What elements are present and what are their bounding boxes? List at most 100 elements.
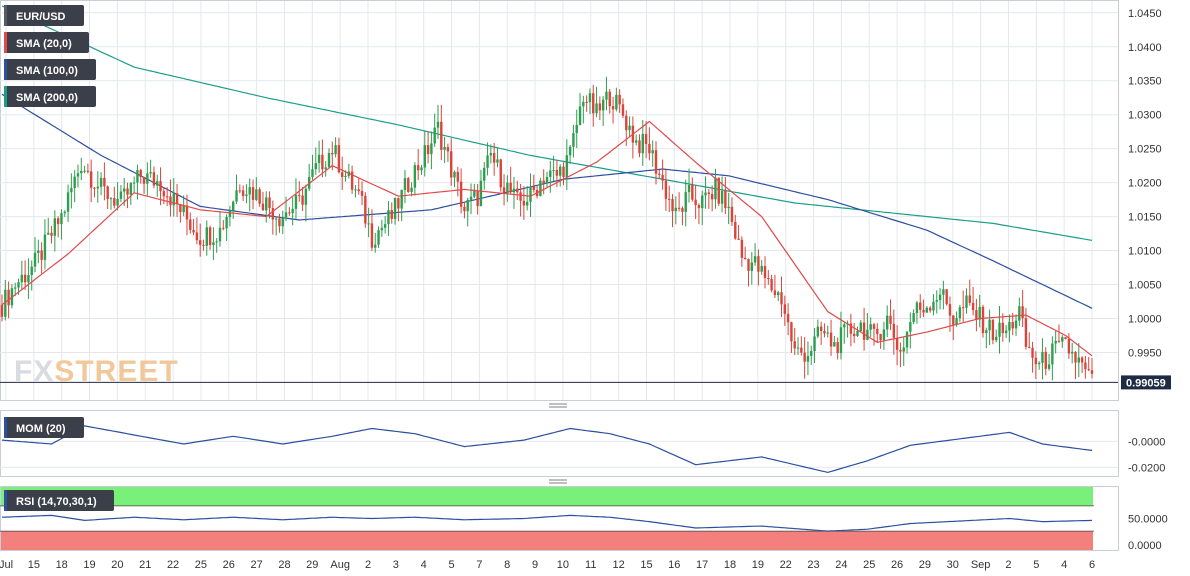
time-tick-label: 4 (1061, 559, 1067, 571)
candle (684, 179, 687, 227)
candle (767, 270, 770, 285)
candle (995, 329, 998, 343)
legend-sma-20[interactable]: SMA (20,0) (4, 32, 89, 53)
candle (113, 186, 116, 209)
last-price-label: 0.99059 (1121, 375, 1171, 390)
candle (615, 87, 618, 112)
candle (60, 209, 63, 240)
price-tick-label: 0.9950 (1128, 347, 1162, 359)
price-panel (0, 0, 1119, 401)
candle (704, 176, 707, 209)
svg-text:SMA (100,0): SMA (100,0) (16, 65, 78, 77)
time-tick-label: Jul (0, 559, 13, 571)
candle (152, 166, 156, 189)
candle (321, 139, 324, 178)
price-tick-label: 1.0200 (1128, 178, 1162, 190)
candle (291, 197, 294, 226)
candle (1084, 355, 1087, 379)
candle (179, 203, 182, 223)
candle (1021, 290, 1024, 328)
panel-splitter-1[interactable] (549, 403, 567, 408)
candle (734, 214, 737, 240)
candle (50, 226, 53, 244)
candle (952, 314, 955, 341)
candle (869, 317, 872, 337)
candle (710, 185, 714, 212)
candle (377, 226, 380, 248)
candle (912, 309, 915, 325)
candle (998, 305, 1001, 354)
candle (687, 168, 691, 203)
candle (129, 182, 133, 205)
candle (423, 130, 426, 177)
time-tick-label: Aug (330, 559, 350, 571)
candle (585, 95, 588, 112)
fxstreet-watermark: FXSTREET (14, 355, 179, 388)
candle (255, 177, 258, 201)
candle (1090, 358, 1094, 379)
candle (796, 337, 800, 355)
candle (327, 148, 331, 168)
sma-200-path (1, 5, 1093, 241)
candle (545, 171, 549, 189)
candle (935, 290, 938, 314)
candle (370, 209, 374, 252)
time-tick-label: 26 (891, 559, 903, 571)
candle (582, 95, 585, 124)
svg-text:RSI (14,70,30,1): RSI (14,70,30,1) (16, 496, 97, 508)
candle (63, 210, 66, 217)
candle (73, 170, 76, 203)
candle (251, 179, 255, 210)
candle (985, 327, 988, 349)
candle (819, 321, 823, 345)
candle (463, 202, 466, 219)
candle (588, 88, 592, 114)
candle (172, 178, 175, 217)
candle (968, 279, 971, 306)
candle (988, 309, 991, 346)
price-tick-label: 1.0350 (1128, 76, 1162, 88)
candle (605, 76, 608, 111)
candle (1074, 351, 1077, 380)
momentum-axis: -0.0000 -0.0200 (1128, 436, 1165, 474)
candle (763, 256, 767, 289)
candle (773, 274, 777, 298)
candle (195, 217, 199, 245)
price-grid (0, 1, 1118, 400)
candle (1018, 297, 1021, 327)
candle (658, 169, 661, 179)
panel-splitter-2[interactable] (549, 479, 567, 484)
candle (30, 260, 33, 291)
legend-sma-200[interactable]: SMA (200,0) (4, 86, 96, 107)
candle (185, 194, 189, 236)
candle (106, 185, 109, 210)
candle (938, 287, 942, 310)
candle (737, 224, 740, 240)
candle (922, 299, 925, 318)
candle (542, 169, 545, 195)
candle (139, 168, 142, 184)
legend-eurusd[interactable]: EUR/USD (4, 5, 84, 26)
candle (895, 325, 899, 366)
momentum-tick-label: -0.0200 (1128, 462, 1165, 474)
candle (512, 176, 516, 209)
momentum-tick-label: -0.0000 (1128, 436, 1165, 448)
candle (466, 197, 469, 227)
candle (492, 142, 496, 176)
candle (436, 104, 440, 140)
time-tick-label: 21 (139, 559, 151, 571)
candle (208, 225, 212, 250)
time-tick-label: 7 (476, 559, 482, 571)
candle (786, 303, 790, 336)
candle (189, 212, 192, 234)
price-tick-label: 1.0450 (1128, 8, 1162, 20)
legend-momentum[interactable]: MOM (20) (4, 417, 84, 438)
legend-sma-100[interactable]: SMA (100,0) (4, 59, 96, 80)
time-tick-label: 8 (504, 559, 510, 571)
candle (159, 167, 162, 206)
legend-rsi[interactable]: RSI (14,70,30,1) (4, 490, 114, 511)
candle (380, 219, 384, 237)
candle (611, 96, 615, 124)
candle (1087, 357, 1090, 371)
candle (925, 306, 929, 314)
